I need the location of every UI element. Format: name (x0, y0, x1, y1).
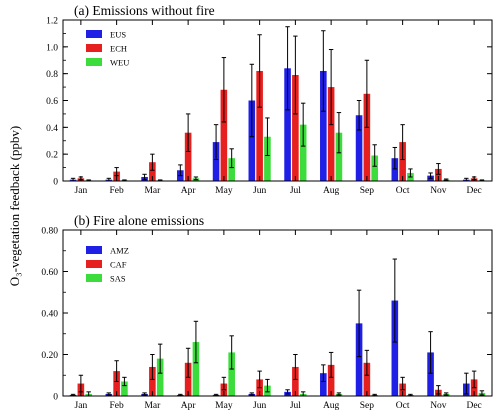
legend-label-sas: SAS (110, 274, 126, 284)
legend-label-amz: AMZ (110, 246, 129, 256)
bar-caf (327, 364, 335, 396)
bar-ech (184, 132, 192, 181)
bar-weu (264, 136, 271, 181)
bar-amz (355, 323, 363, 396)
y-tick-label: 0.8 (46, 70, 58, 80)
bar-sas (121, 381, 128, 396)
x-tick-label: Mar (144, 186, 161, 196)
bar-ech (399, 142, 406, 181)
bar-eus (212, 142, 220, 181)
x-tick-label: Nov (430, 401, 447, 411)
bar-amz (320, 373, 327, 396)
legend-swatch-ech (86, 44, 102, 52)
panel-a-bars (69, 68, 486, 181)
bar-amz (391, 300, 399, 396)
bar-eus (391, 158, 399, 181)
x-tick-label: Dec (466, 401, 481, 411)
bar-caf (292, 366, 299, 396)
panel-a-legend: EUS ECH WEU (86, 30, 129, 68)
legend-swatch-amz (86, 246, 102, 254)
panel-a-title: (a) Emissions without fire (74, 3, 215, 18)
x-tick-label: May (215, 186, 233, 196)
legend-label-weu: WEU (110, 58, 129, 68)
x-tick-label: Jan (75, 401, 88, 411)
y-tick-label: 0.40 (41, 310, 58, 320)
panel-b-errorbars (70, 258, 485, 397)
y-tick-label: 0.60 (41, 268, 58, 278)
x-tick-label: Feb (110, 186, 125, 196)
y-tick-label: 1.0 (46, 43, 58, 53)
x-tick-label: Jun (253, 401, 266, 411)
bar-caf (363, 362, 371, 396)
panel-a-axes: 0 0.2 0.4 0.6 0.8 1.0 1.2 Jan Feb Mar Apr May Jun Jul… (46, 17, 493, 196)
bar-weu (335, 132, 343, 181)
bar-ech (363, 93, 371, 181)
y-tick-label: 0.20 (41, 351, 58, 361)
panel-a-errorbars (70, 26, 485, 182)
bar-eus (284, 68, 291, 181)
legend-label-caf: CAF (110, 260, 127, 270)
bar-weu (371, 155, 378, 181)
bar-ech (256, 70, 263, 181)
x-tick-label: Mar (144, 401, 161, 411)
y-tick-label: 0.80 (41, 227, 58, 237)
legend-swatch-eus (86, 30, 102, 38)
bar-ech (327, 87, 335, 181)
x-tick-label: Jul (290, 401, 301, 411)
bar-ech (435, 168, 442, 181)
legend-swatch-sas (86, 274, 102, 282)
x-tick-label: Apr (181, 401, 197, 411)
x-tick-label: Feb (110, 401, 125, 411)
y-tick-label: 0 (53, 178, 58, 188)
panel-b-axes: 0 0.20 0.40 0.60 0.80 Jan Feb Mar Apr May Jun Jul Au… (41, 227, 493, 411)
bar-caf (113, 371, 120, 396)
legend-swatch-caf (86, 260, 102, 268)
x-tick-label: May (215, 401, 233, 411)
bar-eus (355, 115, 363, 181)
legend-swatch-weu (86, 58, 102, 66)
legend-label-ech: ECH (110, 44, 127, 54)
y-tick-label: 0 (53, 393, 58, 403)
x-tick-label: Oct (396, 401, 410, 411)
x-tick-label: Nov (430, 186, 447, 196)
bar-sas (228, 352, 235, 396)
x-tick-label: Aug (323, 401, 340, 411)
bar-ech (292, 75, 299, 181)
panel-b: (b) Fire alone emissions 0 0.20 0.40 0.60 0.… (41, 213, 493, 411)
panel-b-legend: AMZ CAF SAS (86, 246, 129, 284)
x-tick-label: Jun (253, 186, 266, 196)
bar-caf (184, 362, 192, 396)
legend-label-eus: EUS (110, 30, 126, 40)
x-tick-label: Dec (466, 186, 481, 196)
bar-eus (248, 100, 256, 181)
bar-ech (220, 89, 228, 181)
bar-weu (299, 124, 307, 181)
panel-b-bars (69, 300, 486, 396)
x-tick-label: Oct (396, 186, 410, 196)
bar-eus (320, 70, 327, 181)
x-tick-label: Aug (323, 186, 340, 196)
x-tick-label: Sep (360, 186, 375, 196)
x-tick-label: Jan (75, 186, 88, 196)
y-axis-label: O₃-vegetation feedback (ppbv) (7, 126, 22, 286)
plot-frame (62, 19, 493, 182)
bar-sas (156, 358, 164, 396)
y-tick-label: 0.6 (46, 97, 58, 107)
bar-caf (149, 366, 156, 396)
y-tick-label: 0.4 (46, 124, 58, 134)
bar-ech (149, 162, 156, 181)
panel-a: (a) Emissions without fire 0 0.2 0.4 0.6 0.8… (46, 3, 493, 196)
y-tick-label: 0.2 (46, 151, 58, 161)
bar-sas (192, 342, 200, 396)
x-tick-label: Jul (290, 186, 301, 196)
y-tick-label: 1.2 (46, 17, 58, 27)
bar-amz (427, 352, 434, 396)
x-tick-label: Apr (181, 186, 197, 196)
bar-weu (228, 158, 235, 181)
x-tick-label: Sep (360, 401, 375, 411)
panel-b-title: (b) Fire alone emissions (74, 213, 204, 228)
